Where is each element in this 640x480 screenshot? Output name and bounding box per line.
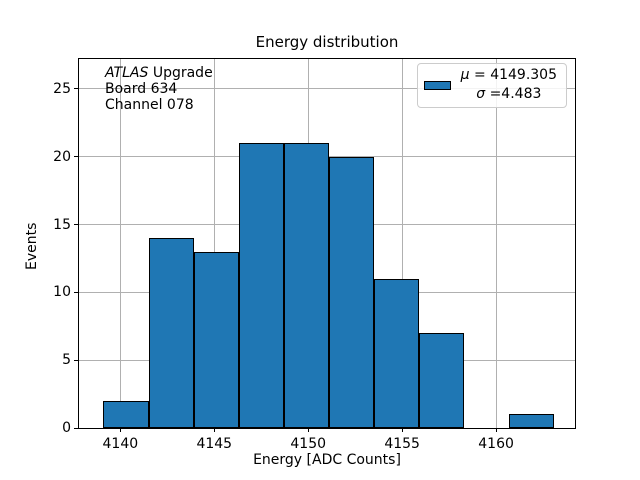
legend-sigma-line: σ =4.483 (461, 85, 557, 104)
y-tick (74, 359, 78, 361)
legend-mu-line: μ = 4149.305 (461, 66, 557, 85)
annotation-italic-text: ATLAS (105, 65, 149, 81)
x-axis-label: Energy [ADC Counts] (253, 452, 401, 468)
histogram-bar (193, 251, 239, 428)
ticks-layer: 4140 4145 4150 4155 4160 0 5 10 15 20 25 (53, 59, 575, 452)
annotation-line-atlas: ATLAS Upgrade (105, 65, 213, 81)
histogram-bar (373, 278, 420, 428)
legend: μ = 4149.305 σ =4.483 (416, 63, 567, 108)
y-tick-label: 10 (53, 284, 71, 301)
y-tick (74, 291, 78, 293)
sigma-symbol: σ (476, 86, 486, 102)
y-tick (74, 427, 78, 429)
sigma-value: =4.483 (485, 86, 542, 102)
histogram-bar (238, 143, 284, 428)
x-tick (213, 428, 215, 432)
annotation-text: Channel 078 (105, 97, 194, 113)
y-tick-label: 25 (53, 80, 71, 97)
x-tick-label: 4150 (290, 436, 327, 452)
y-tick (74, 156, 78, 158)
histogram-bar (509, 414, 555, 428)
x-tick-label: 4145 (196, 436, 233, 452)
histogram-bar (148, 238, 194, 428)
x-tick-label: 4155 (384, 436, 420, 452)
annotation-text: Board 634 (105, 81, 178, 97)
histogram-bar (103, 400, 149, 428)
x-gridline (401, 59, 403, 428)
y-gridline (79, 88, 575, 90)
x-gridline (495, 59, 497, 428)
y-tick-label: 0 (62, 420, 71, 436)
y-tick-label: 5 (62, 352, 71, 369)
legend-text: μ = 4149.305 σ =4.483 (461, 66, 557, 104)
x-tick (119, 428, 121, 432)
x-tick (495, 428, 497, 432)
x-tick-label: 4160 (478, 436, 514, 452)
y-axis-label-text: Events (24, 222, 40, 270)
plot-area: 4140 4145 4150 4155 4160 0 5 10 15 20 25 ATLAS Upg… (53, 58, 576, 452)
histogram-bar (328, 156, 374, 428)
y-tick (74, 224, 78, 225)
x-tick (401, 428, 403, 432)
x-gridline (119, 59, 121, 428)
x-gridline (213, 59, 215, 428)
chart-title: Energy distribution (255, 33, 399, 51)
legend-swatch (423, 80, 451, 90)
x-tick (307, 428, 309, 432)
annotation-line-channel: Channel 078 (105, 97, 213, 113)
x-tick-label: 4140 (102, 436, 139, 452)
histogram-bar (283, 143, 329, 428)
y-tick-label: 15 (53, 216, 71, 233)
experiment-annotation: ATLAS Upgrade Board 634 Channel 078 (105, 65, 213, 113)
mu-symbol: μ (460, 67, 470, 83)
y-tick-label: 20 (53, 148, 71, 165)
y-tick (74, 88, 78, 90)
annotation-text: Upgrade (148, 65, 213, 81)
histogram-bar (419, 333, 465, 428)
annotation-line-board: Board 634 (105, 81, 213, 97)
mu-value: = 4149.305 (469, 67, 557, 83)
bars-layer (79, 59, 575, 428)
